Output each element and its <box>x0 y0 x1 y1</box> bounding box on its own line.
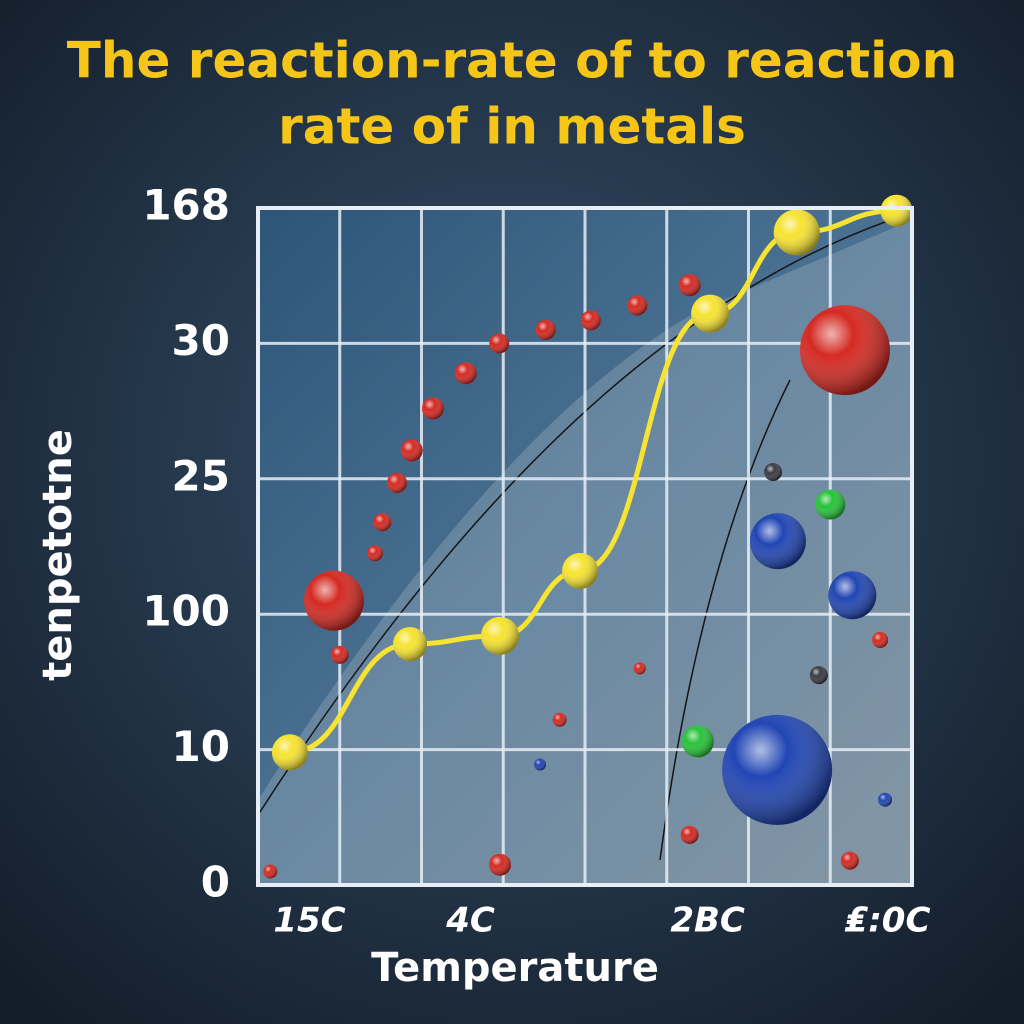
chart-title: rate of in metals <box>278 98 746 156</box>
x-tick-label: 15C <box>273 901 345 941</box>
point <box>691 294 730 333</box>
point <box>271 734 308 771</box>
point <box>840 851 859 870</box>
y-axis-label: tenpetotne <box>35 429 81 681</box>
y-tick-label: 30 <box>172 316 230 365</box>
point <box>330 645 349 664</box>
point <box>489 333 510 354</box>
y-tick-label: 10 <box>172 722 230 771</box>
point <box>722 714 833 825</box>
point <box>633 662 646 675</box>
point <box>373 513 392 532</box>
point <box>552 712 567 727</box>
point <box>749 513 806 570</box>
point <box>828 571 877 620</box>
point <box>304 570 365 631</box>
point <box>809 666 828 685</box>
point <box>773 209 820 256</box>
y-tick-label: 168 <box>142 181 230 230</box>
point <box>681 725 714 758</box>
y-tick-label: 25 <box>172 451 230 500</box>
point <box>386 472 407 493</box>
x-tick-label: 4C <box>445 901 495 941</box>
point <box>878 792 893 807</box>
point <box>678 274 701 297</box>
plot-frame <box>256 206 914 887</box>
point <box>488 853 511 876</box>
point <box>421 397 444 420</box>
arrow-line <box>659 379 791 861</box>
point <box>400 439 423 462</box>
point <box>764 463 783 482</box>
point <box>393 626 428 661</box>
point <box>480 616 519 655</box>
point <box>627 295 648 316</box>
y-tick-label: 0 <box>201 858 230 907</box>
point <box>366 545 383 562</box>
point <box>562 552 599 589</box>
point <box>815 489 846 520</box>
point <box>872 631 889 648</box>
y-tick-label: 100 <box>142 587 230 636</box>
point <box>580 310 601 331</box>
point <box>799 305 890 396</box>
tick-labels: 0 10 100 25 30 168 15C 4C 2BC ₤:0C <box>142 181 930 941</box>
point <box>263 864 278 879</box>
x-tick-label: 2BC <box>670 901 745 941</box>
point <box>534 758 547 771</box>
point <box>880 194 913 227</box>
point <box>454 362 477 385</box>
point <box>680 825 699 844</box>
chart-title: The reaction-rate of to reaction <box>67 32 957 90</box>
x-axis-label: Temperature <box>371 945 659 991</box>
x-tick-label: ₤:0C <box>845 901 931 941</box>
point <box>535 319 556 340</box>
